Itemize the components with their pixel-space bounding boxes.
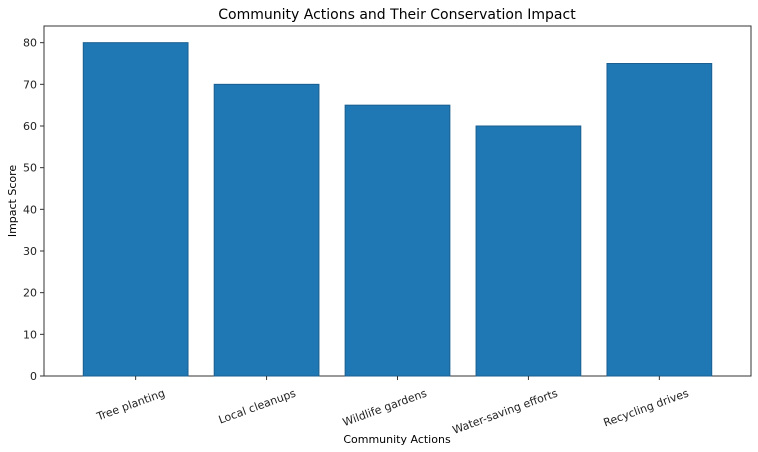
y-axis: 0 10 20 30 40 50 60 70 80 (23, 37, 44, 383)
y-tick-label: 10 (23, 328, 37, 341)
y-tick-label: 80 (23, 37, 37, 50)
x-tick-label: Recycling drives (602, 387, 691, 430)
y-tick-label: 30 (23, 245, 37, 258)
y-tick-label: 20 (23, 287, 37, 300)
y-tick-label: 60 (23, 120, 37, 133)
x-axis-label: Community Actions (343, 433, 451, 446)
bar-local-cleanups (213, 83, 320, 377)
bars (82, 42, 713, 377)
bar-recycling-drives (606, 63, 713, 377)
x-tick-label: Local cleanups (217, 387, 298, 427)
x-tick-label: Water-saving efforts (451, 387, 560, 437)
y-tick-label: 70 (23, 78, 37, 91)
x-tick-label: Wildlife gardens (341, 387, 429, 430)
x-tick-label: Tree planting (94, 387, 167, 424)
y-tick-label: 40 (23, 203, 37, 216)
x-axis: Tree planting Local cleanups Wildlife gard… (94, 376, 691, 437)
chart-title: Community Actions and Their Conservation… (218, 7, 576, 23)
bar-wildlife-gardens (344, 104, 451, 377)
y-tick-label: 0 (30, 370, 37, 383)
y-axis-label: Impact Score (6, 165, 19, 238)
bar-water-saving-efforts (475, 125, 582, 377)
bar-tree-planting (82, 42, 189, 377)
y-tick-label: 50 (23, 162, 37, 175)
